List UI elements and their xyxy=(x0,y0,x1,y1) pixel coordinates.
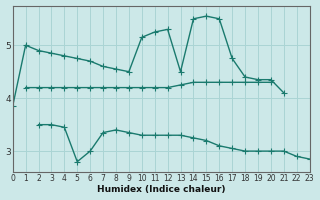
X-axis label: Humidex (Indice chaleur): Humidex (Indice chaleur) xyxy=(97,185,225,194)
